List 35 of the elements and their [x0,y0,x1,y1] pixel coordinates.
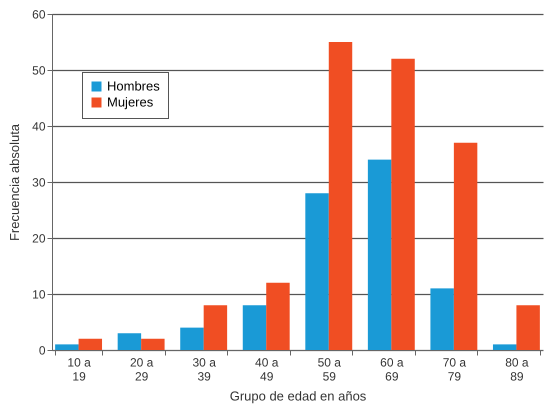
y-tick-label: 10 [32,288,46,302]
bar [391,58,415,350]
bar [368,160,392,350]
bar [118,333,142,350]
y-tick-label: 0 [38,344,46,358]
x-axis-title: Grupo de edad en años [230,388,367,404]
x-tick-label: 10 a 19 [67,356,92,384]
x-tick-label: 60 a 69 [380,356,404,384]
y-tick-label: 20 [32,232,46,246]
x-tick-label: 80 a 89 [505,356,529,384]
y-axis-title: Frecuencia absoluta [7,123,22,242]
bar [492,344,516,350]
x-tick-label: 70 a 79 [442,356,466,384]
legend-label: Mujeres [107,94,154,110]
bar [430,288,454,350]
bar [55,344,79,350]
x-tick-label: 50 a 59 [318,356,342,384]
y-tick-label: 50 [32,64,46,78]
x-tick-label: 40 a 49 [255,356,279,384]
y-tick-label: 40 [32,120,46,134]
bar [328,42,352,350]
bar [78,338,102,350]
bar [204,305,228,350]
legend-label: Hombres [107,78,160,94]
x-tick-label: 20 a 29 [130,356,154,384]
bar [242,305,266,350]
bar [266,282,290,350]
bar [180,328,204,350]
bar [454,142,478,350]
bar [305,193,329,350]
y-tick-label: 60 [32,8,46,22]
x-tick-label: 30 a 39 [192,356,216,384]
y-tick-label: 30 [32,176,46,190]
bar [141,338,165,350]
bar [516,305,540,350]
